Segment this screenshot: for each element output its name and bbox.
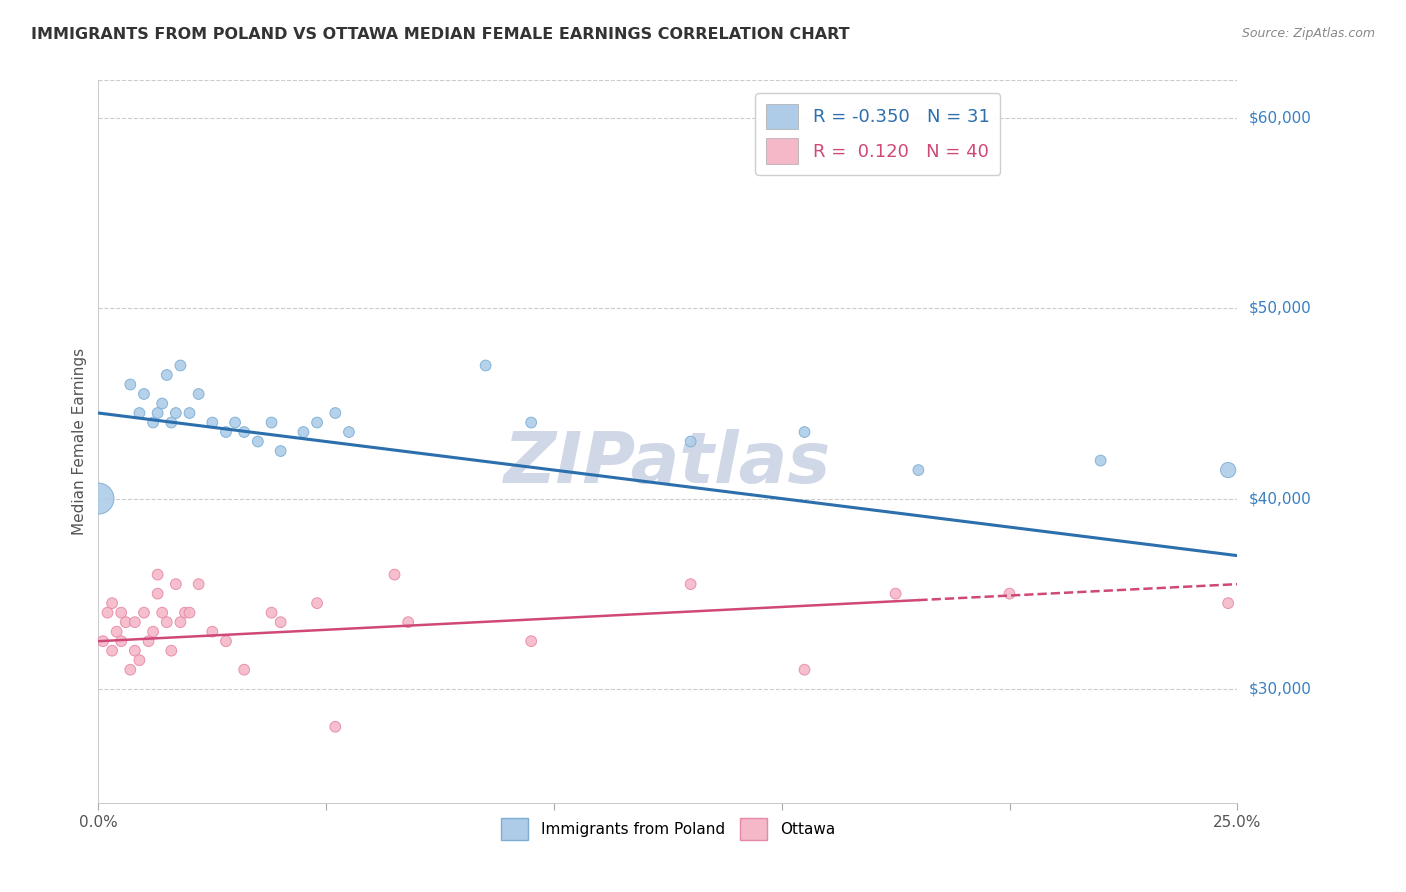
Point (224, 416, 246, 430)
Point (520, 416, 543, 430)
Point (146, 406, 169, 420)
Point (105, 624, 128, 639)
Point (260, 416, 283, 430)
Point (270, 615, 292, 630)
Point (1218, 596, 1240, 610)
Point (138, 634, 160, 648)
Point (110, 634, 132, 648)
Point (128, 406, 150, 420)
Point (165, 406, 187, 420)
Point (679, 577, 702, 591)
Point (160, 416, 183, 430)
Point (233, 663, 256, 677)
Point (201, 416, 224, 430)
Point (307, 596, 329, 610)
Point (260, 606, 283, 620)
Text: Source: ZipAtlas.com: Source: ZipAtlas.com (1241, 27, 1375, 40)
Point (150, 606, 173, 620)
Point (179, 406, 201, 420)
Point (169, 359, 191, 373)
Text: $60,000: $60,000 (1249, 111, 1312, 126)
Point (114, 615, 136, 630)
Point (679, 434, 702, 449)
Point (396, 615, 419, 630)
Point (793, 663, 815, 677)
Point (179, 606, 201, 620)
Point (384, 567, 406, 582)
Point (187, 577, 209, 591)
Point (998, 587, 1021, 601)
Point (215, 425, 238, 439)
Point (1218, 463, 1240, 477)
Point (292, 425, 315, 439)
Point (201, 624, 224, 639)
Point (91, 634, 114, 648)
Point (87, 491, 110, 506)
Point (174, 606, 197, 620)
Text: IMMIGRANTS FROM POLAND VS OTTAWA MEDIAN FEMALE EARNINGS CORRELATION CHART: IMMIGRANTS FROM POLAND VS OTTAWA MEDIAN … (31, 27, 849, 42)
Point (160, 643, 183, 657)
Point (142, 416, 165, 430)
Point (246, 434, 269, 449)
Point (132, 606, 155, 620)
Legend: Immigrants from Poland, Ottawa: Immigrants from Poland, Ottawa (495, 812, 841, 846)
Point (187, 387, 209, 401)
Point (124, 643, 146, 657)
Point (101, 596, 124, 610)
Point (128, 653, 150, 667)
Point (884, 587, 907, 601)
Point (132, 387, 155, 401)
Point (1090, 453, 1112, 467)
Text: ZIPatlas: ZIPatlas (505, 429, 831, 498)
Point (474, 359, 496, 373)
Point (156, 615, 179, 630)
Point (215, 634, 238, 648)
Point (520, 634, 543, 648)
Point (124, 615, 146, 630)
Point (169, 615, 191, 630)
Point (120, 377, 142, 392)
Point (165, 577, 187, 591)
Text: $30,000: $30,000 (1249, 681, 1312, 697)
Point (146, 587, 169, 601)
Point (142, 624, 165, 639)
Point (150, 396, 173, 410)
Text: $40,000: $40,000 (1249, 491, 1312, 506)
Point (307, 416, 329, 430)
Point (96, 606, 118, 620)
Point (146, 567, 169, 582)
Point (233, 425, 256, 439)
Point (323, 406, 346, 420)
Y-axis label: Median Female Earnings: Median Female Earnings (72, 348, 87, 535)
Point (120, 663, 142, 677)
Point (907, 463, 929, 477)
Point (110, 606, 132, 620)
Text: $50,000: $50,000 (1249, 301, 1312, 316)
Point (337, 425, 360, 439)
Point (793, 425, 815, 439)
Point (323, 720, 346, 734)
Point (156, 368, 179, 382)
Point (101, 643, 124, 657)
Point (270, 444, 292, 458)
